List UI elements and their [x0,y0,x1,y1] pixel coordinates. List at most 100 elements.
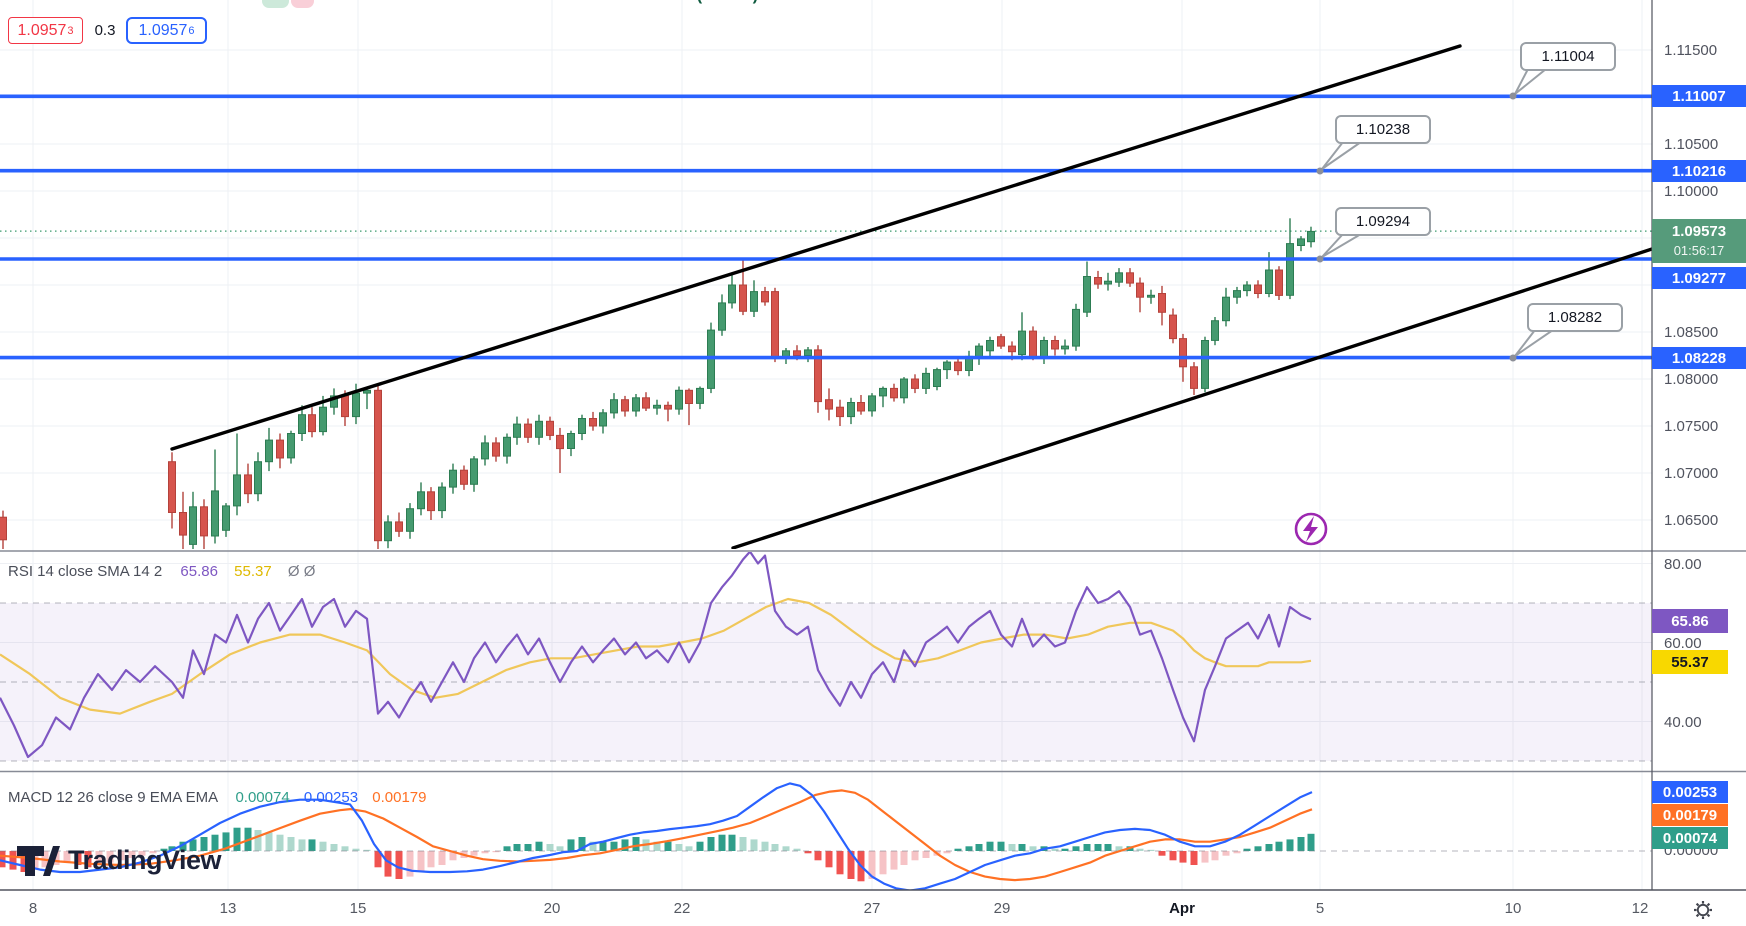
macd-histogram-bar [1233,851,1241,854]
rsi-panel-header[interactable]: RSI 14 close SMA 14 2 65.86 55.37 Ø Ø [8,563,315,580]
macd-histogram-bar [179,841,187,851]
tradingview-logo[interactable]: TradingView [16,843,222,877]
callout-anchor-dot[interactable] [1316,167,1324,175]
candle-body [750,291,758,312]
macd-histogram-bar [1158,851,1166,856]
candle-body [556,434,564,450]
macd-signal-value: 0.00179 [372,789,427,806]
macd-histogram-bar [417,851,425,872]
candle-body [1136,282,1144,298]
macd-histogram-bar [943,851,951,854]
flash-icon[interactable] [1294,512,1328,546]
macd-histogram-bar [189,839,197,851]
price-callout-1.11004[interactable]: 1.11004 [1520,42,1616,71]
candle-body [986,340,994,352]
trendline-upper-channel[interactable] [170,44,1462,451]
candle-body [589,418,597,427]
macd-signal-line [0,789,1313,882]
candle-body [330,395,338,408]
macd-histogram-bar [211,834,219,851]
time-axis-label: 10 [1504,900,1522,917]
price-axis[interactable] [1652,0,1746,890]
macd-histogram-bar [621,839,629,851]
macd-histogram-bar [513,844,521,851]
callout-anchor-dot[interactable] [1509,354,1517,362]
macd-panel-header[interactable]: MACD 12 26 close 9 EMA EMA 0.00074 0.002… [8,789,426,806]
time-axis-label: 5 [1315,900,1325,917]
time-axis-label: 8 [28,900,38,917]
macd-histogram-bar [685,846,693,851]
trendline-lower-channel[interactable] [731,247,1652,549]
candle-body [1169,314,1177,340]
macd-histogram-bar [1222,851,1230,856]
callout-anchor-dot[interactable] [1316,255,1324,263]
candle-body [535,420,543,438]
candle-body [793,350,801,356]
rsi-value-badge: 65.86 [1652,609,1728,633]
candle-body [481,442,489,460]
candle-body [384,521,392,542]
price-callout-1.08282[interactable]: 1.08282 [1527,303,1623,332]
macd-title: MACD 12 26 close 9 EMA EMA [8,789,218,806]
macd-histogram-bar [276,834,284,851]
candle-body [470,458,478,485]
last-price: 1.09573 [1671,223,1727,240]
candle-body [179,512,187,536]
candle-body [1094,277,1102,285]
candle-body [438,486,446,512]
macd-histogram-bar [1104,844,1112,851]
macd-histogram-bar [664,841,672,851]
macd-histogram-bar [117,851,125,861]
macd-line-value: 0.00253 [303,789,359,806]
macd-histogram-bar [986,841,994,851]
macd-histogram-bar [149,851,157,854]
candle-body [200,506,208,537]
settings-gear-icon[interactable] [1691,898,1715,922]
time-axis-label: Apr [1169,900,1195,917]
macd-histogram-bar [1254,846,1262,851]
candle-body [1018,330,1026,356]
buy-price: 1.0957 [138,21,188,39]
rsi-sma-value-badge: 55.37 [1652,650,1728,674]
macd-histogram-bar [900,851,908,865]
callout-tail [1321,233,1365,258]
spread-value: 0.3 [88,17,122,44]
clipped-ohlc-row: 1.09560 1.09589 1.09545 1.09573 -0.00013… [340,0,1020,7]
time-axis-label: 29 [993,900,1011,917]
macd-histogram-bar [556,846,564,851]
rsi-title: RSI 14 close SMA 14 2 [8,563,163,580]
macd-histogram-bar [567,839,575,851]
macd-histogram-bar [589,841,597,851]
macd-histogram-bar [222,832,230,851]
macd-histogram-bar [1147,849,1155,851]
macd-histogram-bar [470,851,478,856]
macd-histogram-bar [599,841,607,851]
candle-body [1083,276,1091,313]
macd-histogram-bar [63,851,71,863]
macd-histogram-bar [74,851,82,865]
macd-histogram-bar [1169,851,1177,861]
candle-body [1072,308,1080,347]
buy-price-button[interactable]: 1.0957 6 [126,17,207,44]
macd-histogram-bar [1061,848,1069,851]
macd-histogram-bar [632,837,640,851]
callout-anchor-dot[interactable] [1509,92,1517,100]
price-callout-1.10238[interactable]: 1.10238 [1335,115,1431,144]
clipped-pill-green [262,0,289,8]
candle-body [1286,243,1294,296]
candle-body [1233,290,1241,298]
macd-histogram-bar [84,851,92,868]
sell-price-button[interactable]: 1.0957 3 [8,17,83,44]
candle-body [814,349,822,403]
macd-histogram-bar [9,851,17,870]
macd-histogram-bar [771,844,779,851]
price-axis-label: 1.10000 [1664,183,1719,200]
price-axis-label: 1.11500 [1664,42,1718,59]
candle-body [352,392,360,418]
macd-histogram-bar [128,851,136,858]
candle-body [804,349,812,356]
rsi-value: 65.86 [180,563,218,580]
price-callout-1.09294[interactable]: 1.09294 [1335,207,1431,236]
macd-histogram-bar [427,851,435,868]
